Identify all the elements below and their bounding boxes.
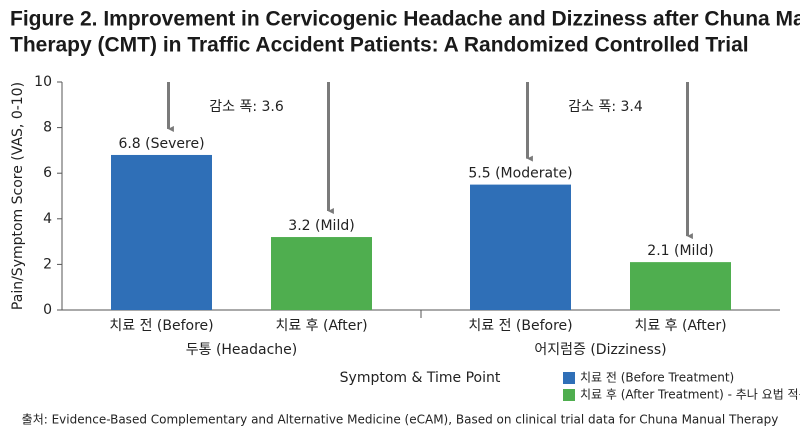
chart-title: Therapy (CMT) in Traffic Accident Patien… [10, 34, 749, 57]
legend-swatch [563, 372, 575, 384]
group-label: 두통 (Headache) [186, 342, 298, 358]
legend-label: 치료 전 (Before Treatment) [580, 371, 734, 385]
bar [630, 262, 731, 310]
y-tick-label: 0 [43, 302, 52, 318]
value-label: 2.1 (Mild) [647, 243, 713, 259]
legend-swatch [563, 389, 575, 401]
y-tick-label: 6 [43, 165, 52, 181]
group-label: 어지럼증 (Dizziness) [534, 342, 666, 358]
value-label: 6.8 (Severe) [118, 136, 204, 152]
x-tick-label: 치료 후 (After) [275, 318, 367, 334]
annotation: 감소 폭: 3.4 [568, 99, 643, 115]
x-tick-label: 치료 전 (Before) [468, 318, 572, 334]
bar [271, 237, 372, 310]
y-tick-label: 2 [43, 256, 52, 272]
legend-label: 치료 후 (After Treatment) - 추나 요법 적용 [580, 388, 800, 402]
chart-title: Figure 2. Improvement in Cervicogenic He… [10, 8, 800, 31]
bar [470, 184, 571, 310]
value-label: 5.5 (Moderate) [468, 166, 572, 182]
annotation: 감소 폭: 3.6 [209, 99, 284, 115]
x-tick-label: 치료 후 (After) [634, 318, 726, 334]
x-axis-label: Symptom & Time Point [340, 370, 501, 386]
source: 출처: Evidence-Based Complementary and Alt… [22, 413, 779, 427]
y-tick-label: 8 [43, 120, 52, 136]
x-tick-label: 치료 전 (Before) [109, 318, 213, 334]
y-tick-label: 4 [43, 211, 52, 227]
value-label: 3.2 (Mild) [288, 218, 354, 234]
bar [111, 154, 212, 310]
y-tick-label: 10 [34, 74, 52, 90]
y-axis-label: Pain/Symptom Score (VAS, 0-10) [10, 82, 26, 310]
